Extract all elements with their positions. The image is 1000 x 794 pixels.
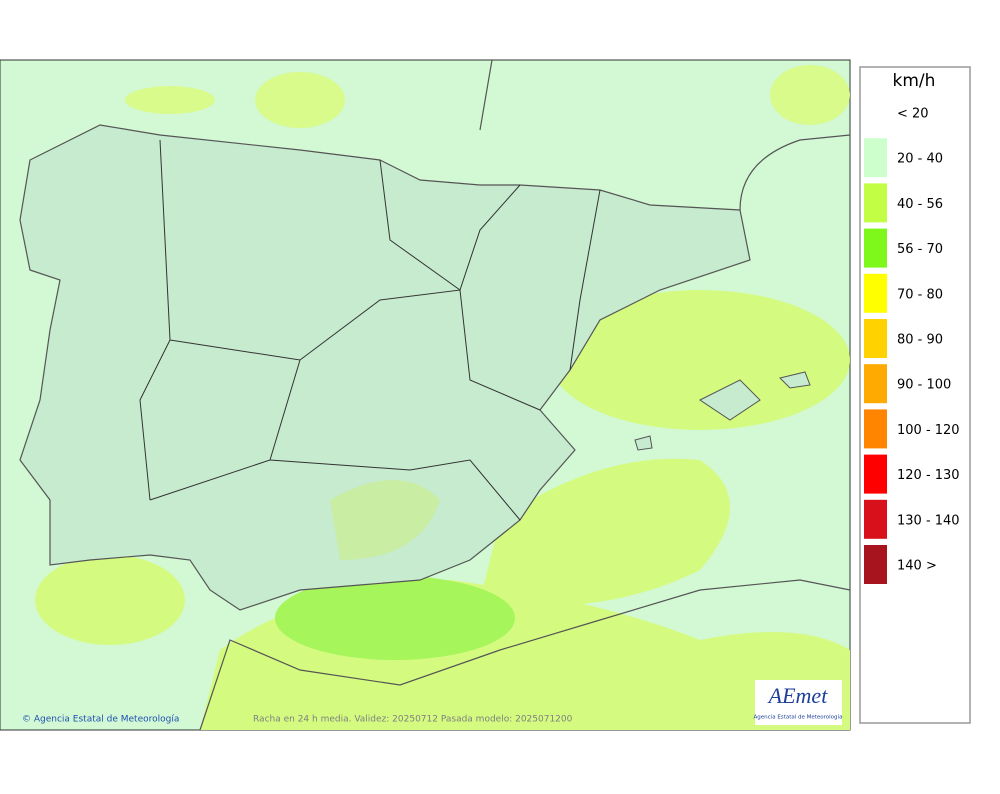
logo-box (755, 680, 842, 725)
legend-label: 20 - 40 (897, 152, 943, 167)
legend-label: 100 - 120 (897, 423, 960, 438)
legend-swatch (864, 454, 887, 494)
legend-title: km/h (893, 71, 936, 91)
coast (479, 59, 493, 131)
legend-label: 56 - 70 (897, 242, 943, 257)
wind-zone (255, 72, 345, 128)
legend-swatch (864, 93, 887, 132)
wind-zone (480, 458, 730, 606)
wind-zone (550, 290, 850, 430)
legend-swatch (864, 319, 887, 358)
france-coast (739, 134, 851, 211)
legend-swatch (864, 273, 887, 313)
wind-zone (125, 86, 215, 114)
credit: © Agencia Estatal de Meteorología (22, 715, 179, 725)
strong-wind-zone (275, 576, 515, 660)
legend: km/h < 20 20 - 40 40 - 56 56 - 70 70 - 80 80 … (859, 66, 971, 724)
region-borders (139, 139, 601, 521)
legend-swatch (864, 228, 887, 268)
legend-swatch (864, 364, 887, 404)
balearic-islands (634, 371, 811, 451)
map: AEmet Agencia Estatal de Meteorología © … (0, 59, 851, 731)
legend-swatch (864, 183, 887, 223)
logo-subtitle: Agencia Estatal de Meteorología (754, 714, 843, 721)
legend-swatch (864, 409, 887, 449)
wind-zone (35, 555, 185, 645)
legend-label: 90 - 100 (897, 378, 951, 393)
africa-coast (199, 579, 851, 731)
logo: AEmet (767, 683, 829, 708)
caption: Racha en 24 h media. Validez: 20250712 P… (253, 715, 573, 725)
legend-swatch (864, 138, 887, 178)
legend-swatch (864, 499, 887, 539)
legend-label: 140 > (897, 559, 937, 574)
legend-label: 80 - 90 (897, 333, 943, 348)
legend-label: < 20 (897, 107, 929, 122)
wind-zone (330, 480, 440, 560)
legend-swatch (864, 545, 887, 584)
wind-zone (770, 65, 850, 125)
legend-label: 70 - 80 (897, 287, 943, 302)
legend-label: 40 - 56 (897, 197, 943, 212)
legend-label: 120 - 130 (897, 468, 960, 483)
legend-label: 130 - 140 (897, 513, 960, 528)
